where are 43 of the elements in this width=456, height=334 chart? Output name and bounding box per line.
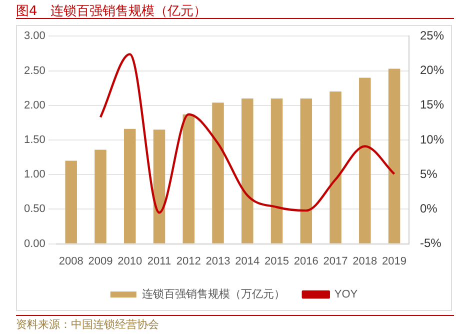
- y2-tick-label: 10%: [420, 132, 444, 146]
- y-tick-label: 2.50: [24, 64, 46, 77]
- x-tick-label: 2016: [294, 255, 318, 268]
- bar: [242, 98, 254, 244]
- y-tick-label: 0.00: [24, 238, 46, 250]
- y-tick-label: 3.00: [24, 30, 46, 42]
- y2-tick-label: 25%: [420, 28, 444, 43]
- x-tick-label: 2012: [176, 255, 201, 268]
- y-tick-label: 2.00: [24, 99, 46, 112]
- bar: [330, 92, 342, 244]
- x-tick-label: 2014: [235, 255, 260, 268]
- x-tick-label: 2011: [147, 255, 172, 268]
- text: 资料来源：中国连锁经营协会: [16, 315, 454, 332]
- bar: [182, 114, 194, 244]
- x-tick-label: 2015: [264, 255, 290, 268]
- x-tick-label: 2008: [58, 255, 84, 268]
- y-tick-label: 1.50: [24, 134, 46, 146]
- y2-tick-label: 20%: [420, 63, 444, 78]
- y2-tick-label: -5%: [420, 236, 442, 250]
- y2-tick-label: 0%: [420, 202, 438, 216]
- x-tick-label: 2018: [352, 255, 378, 268]
- y-tick-label: 1.00: [24, 168, 46, 181]
- line-series: [99, 53, 396, 214]
- x-tick-label: 2009: [88, 255, 113, 268]
- x-tick-label: 2017: [323, 255, 348, 268]
- legend-label: YOY: [334, 288, 358, 301]
- y2-tick-label: 15%: [420, 98, 444, 112]
- y2-tick-label: 5%: [420, 166, 438, 181]
- bar: [300, 98, 312, 244]
- bar: [270, 98, 283, 244]
- bar: [212, 102, 224, 244]
- bar: [153, 130, 166, 244]
- bar: [388, 68, 400, 244]
- bar: [124, 128, 136, 244]
- x-tick-label: 2019: [382, 255, 407, 268]
- bar: [359, 78, 371, 244]
- x-tick-label: 2013: [206, 255, 230, 268]
- bar: [65, 160, 77, 244]
- y-tick-label: 0.50: [24, 203, 46, 216]
- bar: [94, 150, 106, 244]
- legend-label: 连锁百强销售规模（万亿元）: [142, 288, 285, 301]
- chart-title: 图4 连锁百强销售规模（亿元）: [16, 0, 454, 19]
- x-tick-label: 2010: [118, 255, 142, 268]
